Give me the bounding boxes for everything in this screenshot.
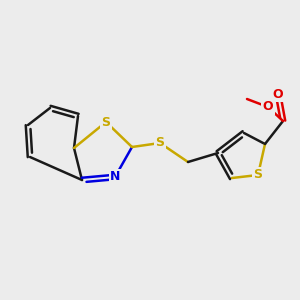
Text: O: O: [263, 100, 273, 113]
Text: S: S: [155, 136, 164, 149]
Text: O: O: [273, 88, 283, 100]
Text: S: S: [254, 169, 262, 182]
Text: N: N: [110, 170, 120, 184]
Text: S: S: [101, 116, 110, 128]
